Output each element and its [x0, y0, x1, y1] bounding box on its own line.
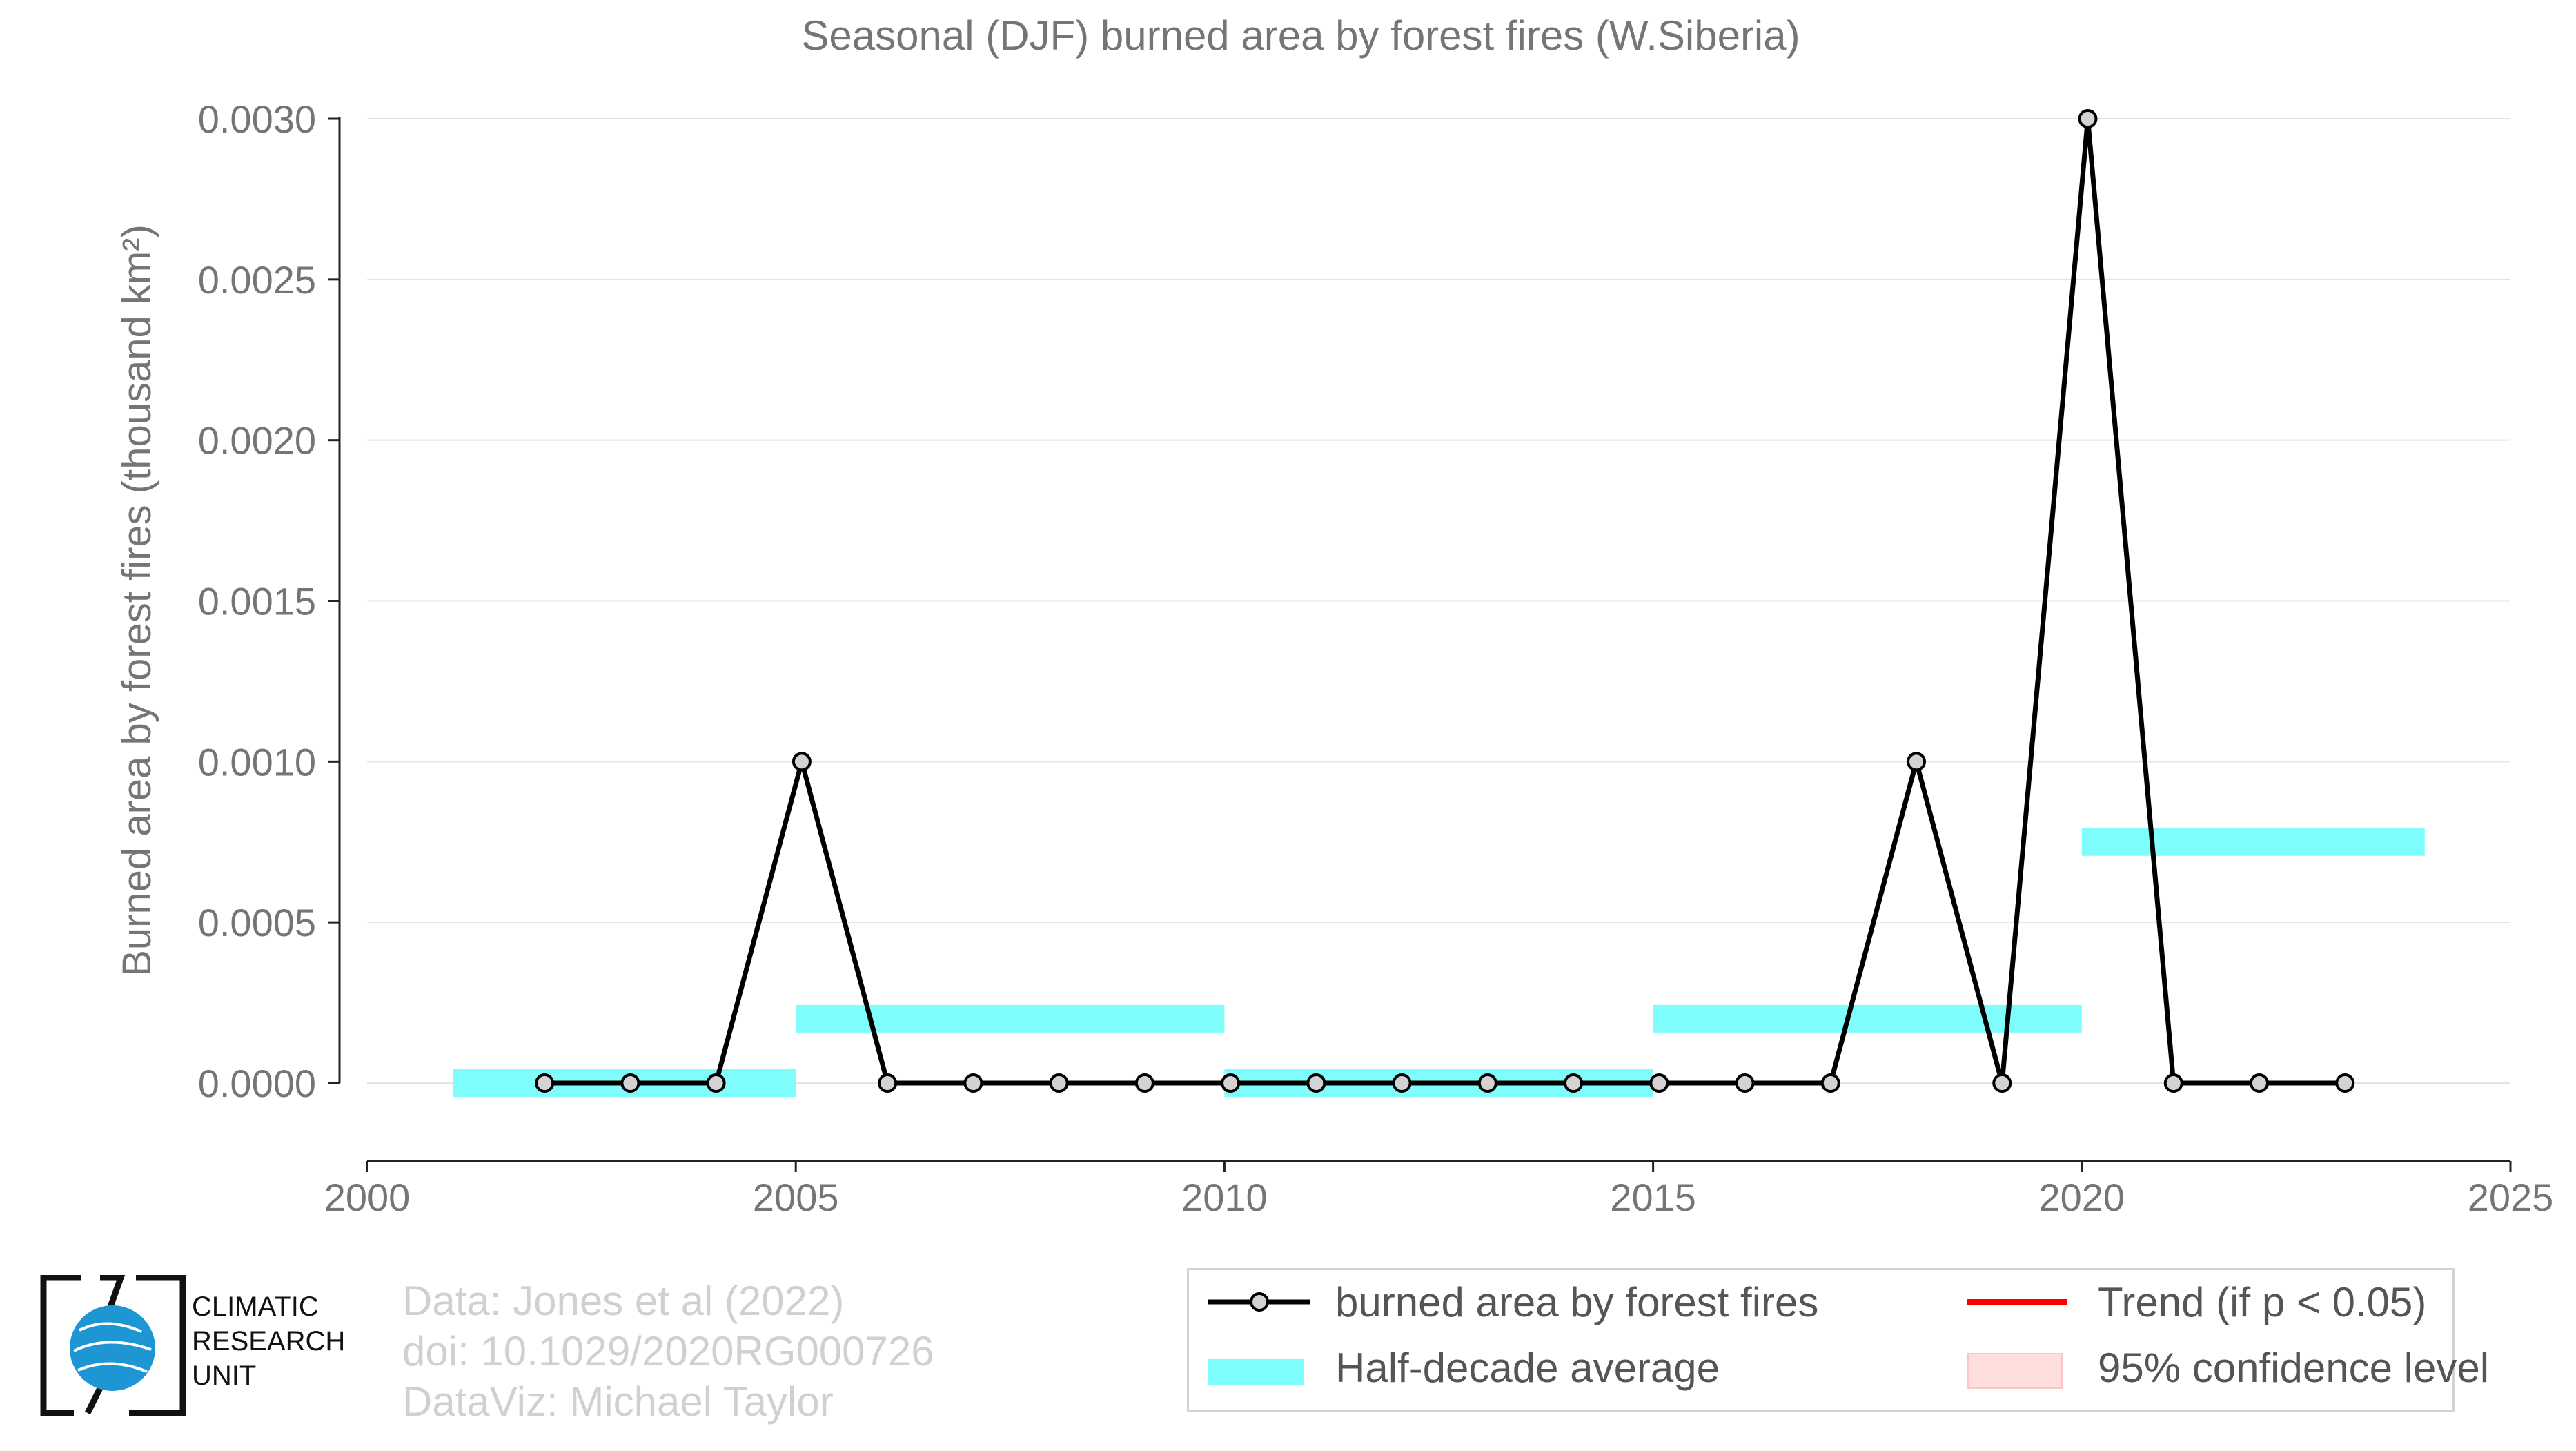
half-decade-average-bar: [796, 1004, 1225, 1033]
chart-title: Seasonal (DJF) burned area by forest fir…: [801, 12, 1800, 59]
data-point: [1049, 1073, 1069, 1093]
x-tick-label: 2015: [1610, 1176, 1696, 1219]
legend-label-average: Half-decade average: [1335, 1345, 1720, 1391]
series-line: [544, 118, 2346, 1086]
data-point: [1221, 1073, 1241, 1093]
y-tick-label: 0.0025: [198, 258, 316, 302]
legend-confidence-swatch: [1967, 1353, 2063, 1389]
credits: Data: Jones et al (2022) doi: 10.1029/20…: [402, 1276, 934, 1427]
data-point: [1392, 1073, 1412, 1093]
data-point: [535, 1073, 555, 1093]
x-tick-label: 2000: [324, 1176, 411, 1219]
gridlines: [328, 117, 2510, 1084]
logo-line-2: RESEARCH: [192, 1326, 346, 1356]
legend: burned area by forest fires Half-decade …: [1187, 1268, 2489, 1412]
cru-logo-text: CLIMATIC RESEARCH UNIT: [192, 1289, 345, 1393]
axes: [338, 117, 2510, 1162]
data-point: [2335, 1073, 2355, 1093]
half-decade-average-bars: [453, 828, 2425, 1097]
legend-label-confidence: 95% confidence level: [2098, 1345, 2490, 1391]
x-tick-label: 2010: [1181, 1176, 1268, 1219]
x-tick-label: 2005: [753, 1176, 839, 1219]
y-tick-label: 0.0000: [198, 1062, 316, 1105]
credit-dataviz: DataViz: Michael Taylor: [402, 1379, 834, 1425]
legend-label-trend: Trend (if p < 0.05): [2098, 1279, 2427, 1325]
data-point: [706, 1073, 726, 1093]
logo-line-3: UNIT: [192, 1361, 257, 1391]
data-point: [2249, 1073, 2269, 1093]
y-tick-labels: 0.0000 0.0005 0.0010 0.0015 0.0020 0.0025 0.00…: [198, 97, 316, 1105]
data-point: [792, 752, 812, 772]
data-point: [1649, 1073, 1669, 1093]
data-point: [1306, 1073, 1326, 1093]
y-tick-label: 0.0020: [198, 419, 316, 462]
data-point: [1820, 1073, 1840, 1093]
legend-trend-swatch: [1967, 1299, 2067, 1305]
legend-line-swatch: [1208, 1292, 1310, 1312]
data-point: [1735, 1073, 1755, 1093]
credit-doi: doi: 10.1029/2020RG000726: [402, 1328, 934, 1374]
credit-data: Data: Jones et al (2022): [402, 1278, 845, 1324]
logo-line-1: CLIMATIC: [192, 1292, 319, 1322]
y-tick-label: 0.0005: [198, 901, 316, 944]
x-tick-labels: 2000 2005 2010 2015 2020 2025: [324, 1161, 2554, 1219]
y-tick-label: 0.0010: [198, 740, 316, 783]
legend-label-series: burned area by forest fires: [1335, 1279, 1819, 1325]
x-tick-label: 2025: [2468, 1176, 2554, 1219]
data-point: [620, 1073, 640, 1093]
data-point: [1992, 1073, 2012, 1093]
data-point: [1477, 1073, 1497, 1093]
y-tick-label: 0.0030: [198, 97, 316, 141]
data-point: [2163, 1073, 2183, 1093]
data-point: [1564, 1073, 1584, 1093]
x-tick-label: 2020: [2039, 1176, 2125, 1219]
y-tick-label: 0.0015: [198, 580, 316, 623]
data-point: [1907, 752, 1927, 772]
legend-bar-swatch: [1208, 1359, 1304, 1385]
data-point: [2078, 109, 2098, 128]
burned-area-series: [535, 109, 2355, 1093]
data-point: [963, 1073, 983, 1093]
cru-logo: [38, 1274, 190, 1420]
half-decade-average-bar: [1653, 1004, 2082, 1033]
half-decade-average-bar: [2081, 828, 2425, 856]
data-point: [1134, 1073, 1154, 1093]
data-point: [878, 1073, 898, 1093]
y-axis-label: Burned area by forest fires (thousand km…: [115, 224, 159, 977]
